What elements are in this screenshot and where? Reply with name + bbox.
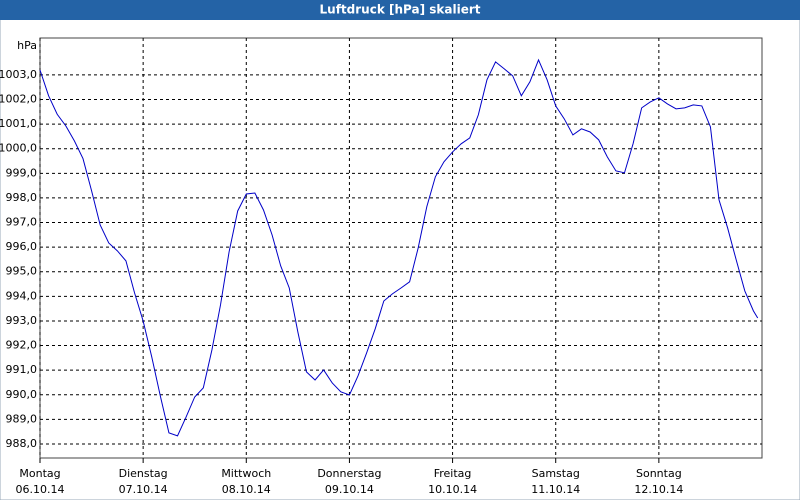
x-tick-label: Sonntag: [636, 467, 682, 480]
y-tick-label: 993,0: [6, 314, 38, 327]
title-bar: [0, 0, 800, 20]
chart-title: Luftdruck [hPa] skaliert: [320, 3, 481, 17]
y-tick-label: 996,0: [6, 240, 38, 253]
x-tick-label: 07.10.14: [119, 483, 168, 496]
y-tick-label: 999,0: [6, 166, 38, 179]
y-tick-label: 1002,0: [0, 93, 37, 106]
x-tick-label: Dienstag: [119, 467, 168, 480]
x-tick-label: 10.10.14: [428, 483, 477, 496]
y-tick-label: 998,0: [6, 191, 38, 204]
y-tick-label: 1003,0: [0, 68, 37, 81]
y-unit: hPa: [17, 39, 37, 52]
x-tick-label: 06.10.14: [16, 483, 65, 496]
y-tick-label: 1000,0: [0, 142, 37, 155]
y-tick-label: 992,0: [6, 339, 38, 352]
pressure-line: [39, 58, 759, 437]
y-tick-label: 991,0: [6, 363, 38, 376]
x-tick-label: 11.10.14: [531, 483, 580, 496]
y-tick-label: 988,0: [6, 437, 38, 450]
y-tick-label: 994,0: [6, 289, 38, 302]
x-tick-label: 12.10.14: [634, 483, 683, 496]
x-tick-label: Mittwoch: [221, 467, 271, 480]
x-tick-label: Donnerstag: [317, 467, 381, 480]
y-tick-label: 990,0: [6, 388, 38, 401]
x-tick-label: Freitag: [434, 467, 472, 480]
y-tick-label: 995,0: [6, 265, 38, 278]
x-tick-label: 08.10.14: [222, 483, 271, 496]
x-tick-label: Samstag: [532, 467, 580, 480]
y-tick-label: 997,0: [6, 216, 38, 229]
y-tick-label: 989,0: [6, 412, 38, 425]
y-tick-label: 1001,0: [0, 117, 37, 130]
x-tick-label: 09.10.14: [325, 483, 374, 496]
x-tick-label: Montag: [19, 467, 60, 480]
